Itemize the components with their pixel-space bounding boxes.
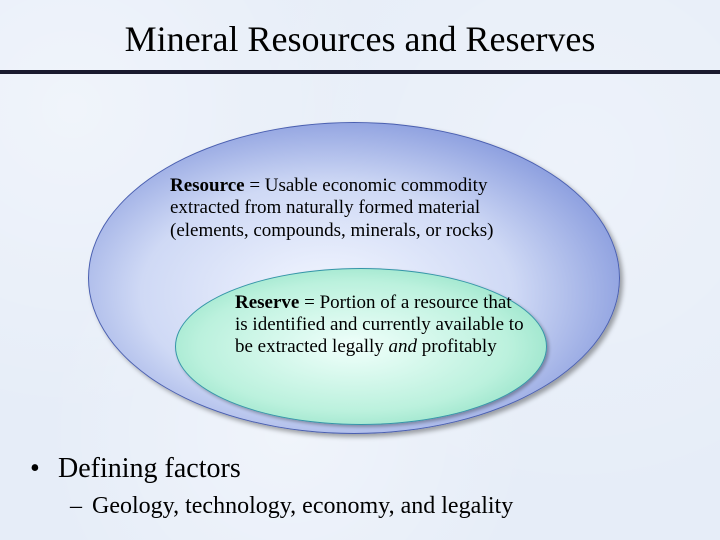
reserve-sep: =	[299, 292, 319, 313]
bullet-sub-factors-text: Geology, technology, economy, and legali…	[92, 493, 513, 520]
slide-title: Mineral Resources and Reserves	[0, 18, 720, 60]
resource-definition: Resource = Usable economic commodity ext…	[170, 175, 550, 242]
title-underline	[0, 70, 720, 74]
reserve-term: Reserve	[235, 292, 299, 313]
bullet-defining-factors-text: Defining factors	[58, 453, 241, 485]
resource-sep: =	[245, 175, 265, 196]
bullet-dash-icon: –	[70, 493, 82, 520]
reserve-definition: Reserve = Portion of a resource that is …	[235, 292, 525, 358]
reserve-definition-italic: and	[389, 336, 418, 357]
reserve-definition-part2: profitably	[417, 336, 497, 357]
bullet-dot-icon: •	[30, 453, 40, 485]
resource-term: Resource	[170, 175, 245, 196]
